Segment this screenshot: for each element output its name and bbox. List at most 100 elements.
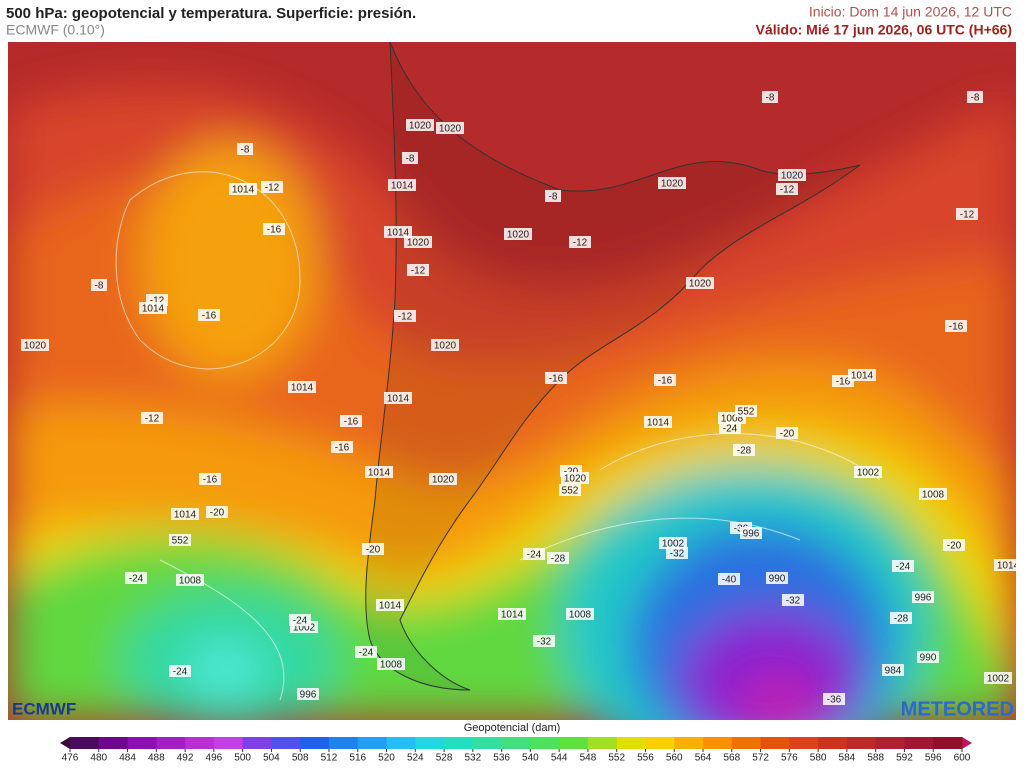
colorbar-segment	[501, 737, 531, 749]
colorbar-segment	[271, 737, 301, 749]
colorbar-segment	[703, 737, 733, 749]
label-box	[229, 183, 257, 195]
contour-label: -12	[411, 266, 426, 277]
contour-label: 996	[915, 593, 932, 604]
colorbar-tick-label: 504	[263, 753, 280, 764]
colorbar-tick-label: 556	[637, 753, 654, 764]
label-box	[984, 672, 1012, 684]
colorbar-tick-label: 540	[522, 753, 539, 764]
label-box	[431, 339, 459, 351]
contour-label: 996	[743, 529, 760, 540]
colorbar-segment	[731, 737, 762, 749]
contour-label: -20	[210, 508, 225, 519]
contour-label: 1014	[391, 181, 414, 192]
contour-label: -20	[947, 541, 962, 552]
label-box	[545, 372, 567, 384]
contour-label: 990	[920, 653, 937, 664]
colorbar-segment	[530, 737, 560, 749]
label-box	[854, 466, 882, 478]
label-box	[733, 444, 755, 456]
contour-label: 1002	[987, 674, 1010, 685]
contour-label: -24	[129, 574, 144, 585]
colorbar-tick-label: 564	[695, 753, 712, 764]
contour-label: -32	[786, 596, 801, 607]
colorbar-tick-label: 600	[954, 753, 971, 764]
label-box	[297, 688, 319, 700]
label-box	[892, 560, 914, 572]
contour-label: 1002	[293, 623, 316, 634]
contour-label: 1014	[501, 610, 524, 621]
contour-label: 1020	[434, 341, 457, 352]
colorbar-segment	[674, 737, 704, 749]
label-box	[331, 441, 353, 453]
colorbar-segment	[328, 737, 359, 749]
contour-label: 1014	[379, 601, 402, 612]
label-box	[776, 183, 798, 195]
colorbar-tick-label: 584	[839, 753, 856, 764]
contour-label: -12	[145, 414, 160, 425]
label-box	[967, 91, 983, 103]
colorbar-tick-label: 596	[925, 753, 942, 764]
contour-label: 552	[562, 486, 579, 497]
contour-label: -8	[95, 281, 104, 292]
contour-label: 1020	[781, 171, 804, 182]
colorbar-tick-label: 516	[349, 753, 366, 764]
label-box	[912, 591, 934, 603]
colorbar-segment	[156, 737, 186, 749]
contour-label: 1008	[380, 660, 403, 671]
colorbar-segment	[472, 737, 503, 749]
contour-label: -16	[267, 225, 282, 236]
contour-label: -16	[949, 322, 964, 333]
contour-label: 1020	[24, 341, 47, 352]
colorbar-tick-label: 500	[234, 753, 251, 764]
label-box	[340, 415, 362, 427]
label-box	[658, 177, 686, 189]
contour-label: -24	[359, 648, 374, 659]
label-box	[917, 651, 939, 663]
colorbar-tick-label: 496	[206, 753, 223, 764]
colorbar-tick-label: 536	[493, 753, 510, 764]
colorbar-segment	[386, 737, 416, 749]
contour-label: -20	[366, 545, 381, 556]
contour-label: -24	[173, 667, 188, 678]
label-box	[289, 614, 311, 626]
contour-label: -16	[549, 374, 564, 385]
contour-label: -16	[658, 376, 673, 387]
colorbar-segment	[127, 737, 157, 749]
label-box	[261, 181, 283, 193]
label-box	[644, 416, 672, 428]
label-box	[498, 608, 526, 620]
colorbar-segment	[444, 737, 474, 749]
contour-label: -40	[722, 575, 737, 586]
contour-label: 552	[738, 407, 755, 418]
model: ECMWF (0.10°)	[6, 22, 105, 38]
contour-label: -24	[293, 616, 308, 627]
contour-label: -8	[406, 154, 415, 165]
contour-label: -8	[766, 93, 775, 104]
label-box	[91, 279, 107, 291]
colorbar-segment	[357, 737, 388, 749]
label-box	[778, 169, 806, 181]
colorbar-tick-label: 592	[896, 753, 913, 764]
colorbar-tick-label: 532	[464, 753, 481, 764]
label-box	[171, 508, 199, 520]
colorbar-tick-label: 524	[407, 753, 424, 764]
contour-label: -24	[723, 424, 738, 435]
colorbar-segment	[213, 737, 244, 749]
label-box	[402, 152, 418, 164]
label-box	[718, 573, 740, 585]
contour-label: -16	[344, 417, 359, 428]
label-box	[21, 339, 49, 351]
colorbar-tick-label: 588	[867, 753, 884, 764]
label-box	[429, 473, 457, 485]
contour-label: 1014	[387, 394, 410, 405]
contour-label: 1020	[507, 230, 530, 241]
label-box	[848, 369, 876, 381]
label-box	[141, 412, 163, 424]
contour-label: 1014	[232, 185, 255, 196]
contour-label: -12	[265, 183, 280, 194]
contour-label: 1020	[409, 121, 432, 132]
contour-label: -16	[202, 311, 217, 322]
colorbar-segment	[904, 737, 934, 749]
